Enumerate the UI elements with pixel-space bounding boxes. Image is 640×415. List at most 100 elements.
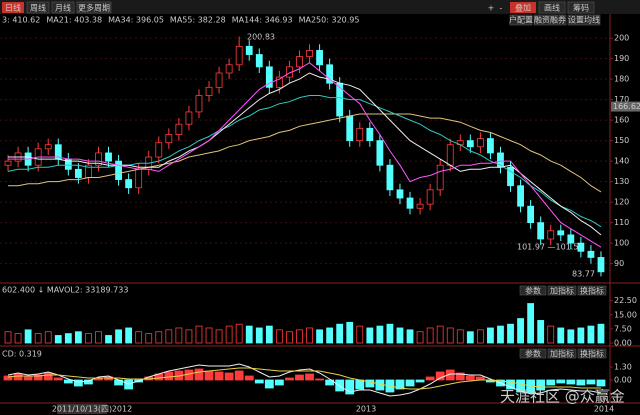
candle-body (175, 123, 183, 135)
candle-body (416, 203, 424, 209)
panel-button[interactable]: 参数 (525, 349, 541, 359)
candle-body (436, 164, 444, 191)
panel-button[interactable]: 加指标 (550, 286, 574, 296)
cursor-label: 166.62 (613, 102, 640, 111)
button[interactable] (567, 14, 601, 26)
macd-bar (566, 379, 576, 385)
candle-body (165, 134, 173, 144)
candle-body (426, 189, 434, 205)
tab[interactable]: 周线 (30, 3, 46, 13)
macd-bar (395, 379, 405, 390)
macd-bar (465, 375, 475, 381)
panel-button[interactable]: 换指标 (580, 286, 604, 296)
zoom-in[interactable]: + (488, 4, 495, 13)
candle-body (336, 82, 344, 117)
candle-body (587, 250, 595, 258)
candle-body (487, 138, 494, 154)
volume-bar (356, 325, 364, 344)
candle-body (386, 164, 394, 191)
macd-bar (516, 379, 525, 393)
macd-bar (295, 374, 304, 381)
button[interactable] (547, 285, 577, 296)
candle-body (185, 111, 193, 125)
volume-bar (587, 325, 595, 344)
button[interactable] (577, 348, 607, 359)
macd-bar (506, 379, 515, 390)
tab[interactable]: 月线 (55, 3, 71, 13)
candle-body (95, 152, 102, 166)
volume-bar (54, 335, 62, 344)
zoom-out[interactable]: - (500, 4, 503, 13)
tool[interactable]: 叠加 (515, 3, 531, 13)
button[interactable] (538, 1, 566, 14)
x-label: 2011/10/13(四) (52, 405, 112, 414)
y-tick-label: 170 (614, 95, 629, 104)
tool[interactable]: 筹码 (573, 3, 589, 13)
tab[interactable]: 更多周期 (78, 3, 110, 13)
sub-tool[interactable]: 户配置 (509, 15, 533, 25)
panel-button[interactable]: 参数 (525, 286, 541, 296)
volume-bar (346, 321, 354, 344)
button[interactable] (509, 14, 533, 26)
macd-bar (586, 379, 596, 385)
legend-entry: MA21: 403.38 (46, 16, 102, 25)
button[interactable] (519, 348, 547, 359)
macd-bar (435, 371, 445, 381)
volume-bar (125, 327, 133, 344)
button[interactable] (547, 348, 577, 359)
volume-bar (24, 329, 32, 344)
sub-tool[interactable]: 融资融券 (534, 15, 566, 25)
legend-entry: 3: 410.62 (2, 16, 40, 25)
button[interactable] (567, 1, 595, 14)
toolbar (0, 0, 640, 14)
button[interactable] (533, 14, 567, 26)
button-active[interactable] (510, 2, 536, 13)
volume-bar (85, 333, 92, 344)
candle-body (245, 45, 253, 55)
volume-bar (577, 327, 585, 344)
candle-body (74, 168, 82, 178)
sub-tool[interactable]: 设置均线 (568, 15, 600, 25)
volume-bar (175, 327, 183, 344)
candle-body (356, 127, 364, 142)
volume-bar (195, 325, 203, 344)
macd-bar (204, 370, 214, 381)
panel-button[interactable]: 加指标 (550, 349, 574, 359)
macd-bar (164, 371, 174, 381)
volume-bar (95, 331, 102, 344)
macd-bar (234, 370, 244, 381)
volume-bar (145, 333, 153, 344)
legend-entry: MA34: 396.05 (108, 16, 164, 25)
candle-body (105, 152, 112, 162)
candle-body (225, 64, 233, 74)
macd-bar (254, 379, 264, 384)
candle-body (205, 86, 213, 96)
button[interactable] (577, 285, 607, 296)
y-tick-label: 120 (614, 198, 629, 207)
button[interactable] (26, 1, 50, 14)
candle-body (155, 142, 163, 158)
tool[interactable]: 画线 (544, 3, 560, 13)
volume-bar (436, 325, 444, 344)
macd-bar (425, 376, 435, 381)
watermark: 天涯社区 @众赢金 (500, 388, 625, 406)
ma-line (7, 95, 602, 228)
button-active[interactable] (2, 2, 24, 13)
panel-button[interactable]: 换指标 (580, 349, 604, 359)
volume-bar (497, 325, 504, 344)
volume-bar (406, 329, 414, 344)
macd-bar (345, 379, 355, 395)
y-tick-label: 200 (614, 34, 629, 43)
y-tick-label: 180 (614, 75, 629, 84)
date-box (57, 404, 107, 414)
tab[interactable]: 日线 (5, 3, 21, 13)
button[interactable] (76, 1, 112, 14)
volume-bar (456, 329, 464, 344)
macd-bar (576, 379, 586, 386)
annotation: 200.83 (247, 33, 275, 42)
indicator-line (7, 363, 602, 397)
button[interactable] (519, 285, 547, 296)
button[interactable] (51, 1, 75, 14)
macd-bar (73, 379, 83, 387)
